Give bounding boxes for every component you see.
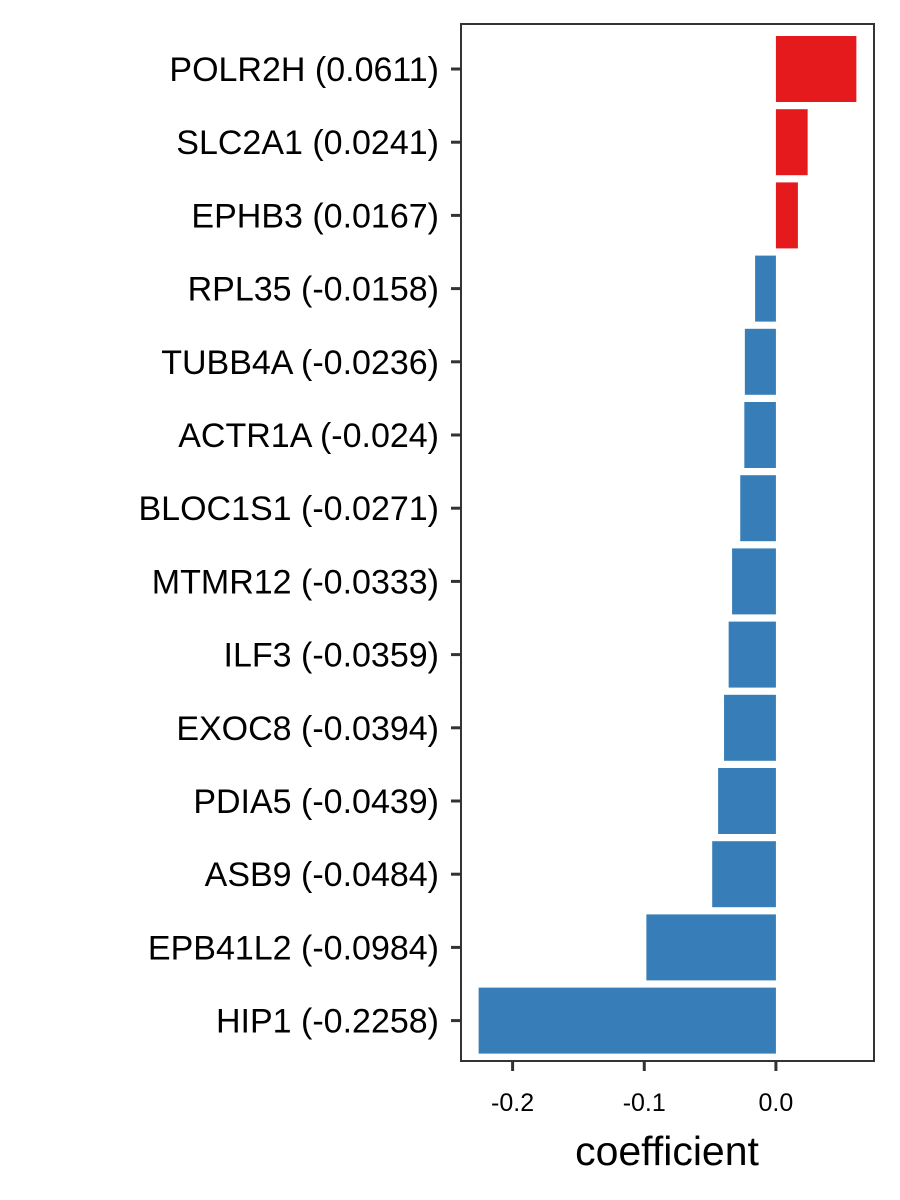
y-tick-label: RPL35 (-0.0158) xyxy=(188,271,439,309)
bars-group xyxy=(478,36,857,1054)
x-tick-label: 0.0 xyxy=(759,1089,794,1117)
bar-10 xyxy=(718,768,776,834)
y-tick-label: ASB9 (-0.0484) xyxy=(205,856,439,894)
y-tick-label: EXOC8 (-0.0394) xyxy=(176,710,439,748)
bar-6 xyxy=(740,475,776,542)
y-tick-label: SLC2A1 (0.0241) xyxy=(176,124,439,162)
bar-2 xyxy=(775,182,798,249)
bar-3 xyxy=(755,255,776,322)
y-tick-label: EPB41L2 (-0.0984) xyxy=(148,929,439,967)
y-tick-label: TUBB4A (-0.0236) xyxy=(161,344,439,382)
x-axis-title: coefficient xyxy=(575,1128,759,1174)
bar-7 xyxy=(732,548,776,615)
bar-5 xyxy=(744,402,776,468)
y-tick-label: MTMR12 (-0.0333) xyxy=(152,563,439,601)
y-tick-label: ACTR1A (-0.024) xyxy=(178,417,439,455)
bar-0 xyxy=(775,36,857,102)
x-axis: -0.2 -0.1 0.0 xyxy=(491,1061,793,1117)
y-tick-label: EPHB3 (0.0167) xyxy=(191,197,439,235)
bar-8 xyxy=(728,621,776,688)
bar-12 xyxy=(646,914,776,981)
y-tick-label: POLR2H (0.0611) xyxy=(169,51,439,89)
x-tick-label: -0.1 xyxy=(623,1089,666,1117)
x-tick-label: -0.2 xyxy=(491,1089,534,1117)
bar-13 xyxy=(478,987,776,1054)
bar-1 xyxy=(775,109,808,176)
y-axis: POLR2H (0.0611) SLC2A1 (0.0241) EPHB3 (0.0… xyxy=(139,51,461,1041)
y-tick-label: ILF3 (-0.0359) xyxy=(224,637,439,675)
y-tick-label: HIP1 (-0.2258) xyxy=(216,1003,439,1041)
bar-11 xyxy=(712,841,776,908)
bar-9 xyxy=(724,694,776,761)
y-tick-label: PDIA5 (-0.0439) xyxy=(193,783,439,821)
bar-4 xyxy=(744,328,776,395)
y-tick-label: BLOC1S1 (-0.0271) xyxy=(139,490,440,528)
panel-border xyxy=(460,23,875,1062)
